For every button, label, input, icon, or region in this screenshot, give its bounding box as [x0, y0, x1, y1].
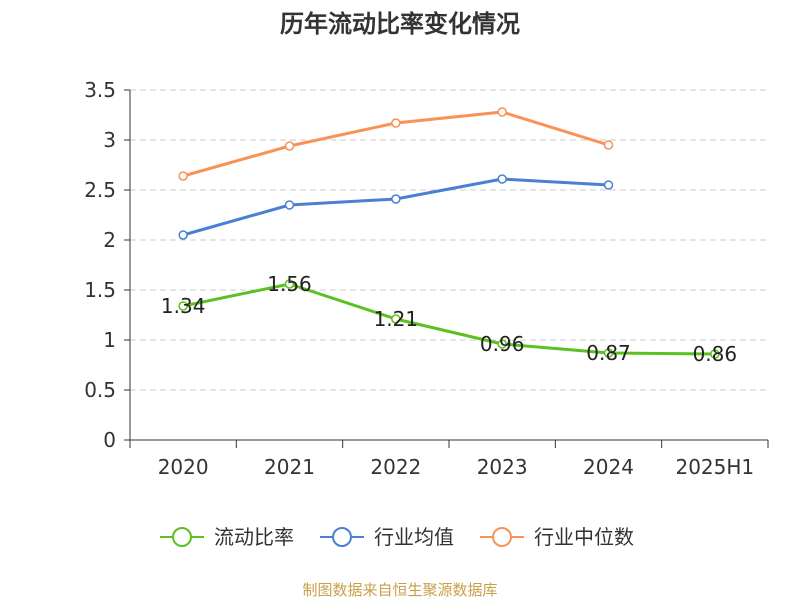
data-point [603, 348, 614, 358]
y-tick-label: 0 [103, 428, 116, 452]
series-group [178, 107, 720, 359]
data-label: 1.56 [267, 272, 312, 296]
legend-swatch-marker [492, 527, 512, 547]
legend: 流动比率 行业均值 行业中位数 [160, 525, 634, 549]
data-point [178, 230, 188, 240]
data-point [497, 174, 507, 184]
data-label: 1.34 [161, 294, 206, 318]
series-line-1 [181, 177, 610, 237]
data-point [710, 349, 720, 359]
y-tick-label: 3 [103, 128, 116, 152]
x-tick-label: 2025H1 [675, 455, 754, 479]
data-point [391, 194, 401, 204]
data-point [284, 200, 295, 210]
data-label: 0.96 [480, 332, 525, 356]
legend-label: 流动比率 [214, 525, 294, 549]
data-point [603, 140, 614, 150]
data-point [178, 171, 188, 181]
data-point [391, 118, 401, 128]
data-labels: 1.34 1.56 1.21 0.96 0.87 0.86 [161, 272, 737, 366]
data-point [497, 339, 507, 349]
x-tick-label: 2024 [583, 455, 634, 479]
legend-label: 行业均值 [374, 525, 454, 549]
legend-label: 行业中位数 [534, 525, 634, 549]
x-tick-label: 2020 [158, 455, 209, 479]
y-tick-label: 3.5 [84, 78, 116, 102]
y-tick-label: 2 [103, 228, 116, 252]
series-line-0 [181, 282, 717, 356]
source-note: 制图数据来自恒生聚源数据库 [302, 581, 497, 599]
x-tick-label: 2023 [477, 455, 528, 479]
data-point [284, 279, 295, 289]
chart-title: 历年流动比率变化情况 [280, 10, 520, 38]
y-tick-label: 1.5 [84, 278, 116, 302]
data-label: 0.87 [586, 341, 631, 365]
grid-lines [130, 89, 768, 391]
data-point [391, 314, 401, 324]
data-point [603, 180, 614, 190]
data-point [178, 301, 188, 311]
x-tick-label: 2022 [370, 455, 421, 479]
data-point [497, 107, 507, 117]
data-label: 0.86 [693, 342, 738, 366]
legend-swatch-marker [332, 527, 352, 547]
data-label: 1.21 [374, 307, 419, 331]
y-tick-label: 2.5 [84, 178, 116, 202]
data-point [284, 141, 295, 151]
x-tick-label: 2021 [264, 455, 315, 479]
y-tick-label: 1 [103, 328, 116, 352]
legend-swatch-marker [172, 527, 192, 547]
y-tick-label: 0.5 [84, 378, 116, 402]
axes: 0 0.5 1 1.5 2 2.5 3 3.5 2020 2021 2022 2023 2024 2025… [84, 78, 769, 479]
